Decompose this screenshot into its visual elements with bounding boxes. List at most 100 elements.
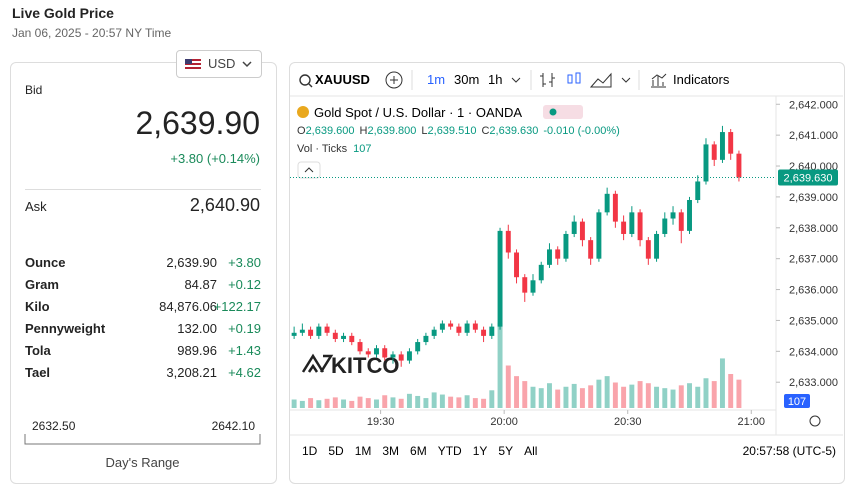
range-button[interactable]: 3M: [382, 444, 399, 458]
candle-body: [382, 348, 388, 358]
volume-bar: [316, 400, 322, 408]
chevron[interactable]: [511, 77, 521, 83]
candle-body: [645, 240, 651, 259]
candle-body: [398, 354, 404, 361]
unit-change: +0.12: [228, 277, 261, 292]
volume-bar: [645, 383, 651, 408]
volume-bar: [555, 389, 561, 408]
volume-tag: [784, 394, 810, 408]
candle-body: [670, 212, 676, 219]
unit-value: 84.87: [184, 277, 217, 292]
add-button[interactable]: [385, 71, 403, 89]
range-button[interactable]: 5D: [328, 444, 344, 458]
y-tick-label: 2,634.000: [789, 346, 838, 358]
candle-body: [538, 264, 544, 281]
candle-body: [555, 249, 561, 259]
candle-body: [299, 329, 305, 333]
candle-body: [448, 323, 454, 327]
volume-bar: [571, 383, 577, 408]
range-button[interactable]: 6M: [410, 444, 427, 458]
candle-body: [719, 132, 725, 160]
unit-name: Gram: [25, 277, 59, 292]
volume-bar: [439, 394, 445, 408]
interval[interactable]: 30m: [454, 72, 479, 87]
chart: XAUUSD 1m 30m 1h Indicators Gold Spot / …: [290, 70, 843, 458]
volume-bar: [481, 398, 487, 408]
x-tick-label: 20:00: [490, 416, 518, 428]
unit-change: +122.17: [213, 299, 261, 314]
candle-body: [703, 144, 709, 182]
volume-bar: [299, 400, 305, 408]
collapse-button[interactable]: [297, 161, 321, 179]
unit-value: 989.96: [177, 343, 217, 358]
volume-bar: [719, 358, 725, 408]
volume-bar: [324, 398, 330, 408]
x-tick-label: 19:30: [367, 416, 395, 428]
unit-name: Kilo: [25, 299, 50, 314]
last-price-tag: [778, 169, 838, 186]
candle-body: [629, 212, 635, 234]
volume-bar: [629, 384, 635, 408]
volume-bar: [530, 386, 536, 408]
volume-bar: [357, 396, 363, 408]
candle-body: [390, 354, 396, 358]
volume-bar: [514, 376, 519, 408]
volume-tag-label: 107: [788, 396, 806, 408]
interval[interactable]: 1h: [488, 72, 502, 87]
x-tick-label: 21:00: [738, 416, 766, 428]
volume-bar: [497, 323, 503, 408]
volume-bar: [612, 382, 618, 408]
interval[interactable]: 1m: [427, 72, 445, 87]
bars-icon[interactable]: [540, 73, 555, 87]
currency-select[interactable]: USD: [176, 50, 262, 78]
candle-body: [439, 323, 445, 330]
candle-icon[interactable]: [567, 74, 573, 84]
status-badge: [543, 105, 583, 119]
candle-body: [341, 335, 347, 339]
candle-body: [332, 332, 338, 339]
volume-bar: [522, 381, 528, 408]
candle-body: [481, 329, 487, 336]
settings-icon[interactable]: [809, 415, 821, 427]
indicators[interactable]: Indicators: [673, 72, 730, 87]
bid-label: Bid: [25, 83, 43, 97]
volume-bar: [374, 399, 379, 408]
volume-bar: [415, 395, 421, 408]
volume-bar: [291, 399, 297, 408]
candle-body: [324, 326, 330, 333]
range-button[interactable]: 1Y: [473, 444, 488, 458]
divider: [25, 189, 261, 190]
candle-body: [406, 351, 412, 361]
volume-bar: [398, 398, 404, 408]
candle-body: [415, 342, 421, 352]
bid: 2,639.90: [135, 105, 260, 141]
candle-body: [291, 332, 297, 336]
candle-body: [596, 212, 602, 259]
flag: [185, 59, 201, 69]
candle-body: [505, 230, 511, 253]
candle-body: [431, 329, 437, 336]
volume-bar: [736, 379, 742, 408]
range-button[interactable]: 5Y: [498, 444, 513, 458]
unit-value: 84,876.06: [159, 299, 217, 314]
candle-body: [472, 323, 478, 330]
range-button[interactable]: 1M: [355, 444, 372, 458]
area-icon[interactable]: [589, 72, 612, 88]
candle-body: [621, 221, 627, 234]
candle-body: [654, 233, 660, 259]
unit-value: 2,639.90: [166, 255, 217, 270]
range-button[interactable]: All: [524, 444, 537, 458]
range-button[interactable]: 1D: [302, 444, 318, 458]
unit-change: +3.80: [228, 255, 261, 270]
range-label: Day's Range: [105, 455, 180, 470]
ohlc-value: 2,639.600: [306, 125, 355, 137]
page: Live Gold Price Jan 06, 2025 - 20:57 NY …: [10, 5, 845, 484]
range-button[interactable]: YTD: [438, 444, 462, 458]
ohlc-key: C: [481, 125, 489, 137]
unit-name: Tola: [25, 343, 51, 358]
indicators-icon[interactable]: [651, 73, 667, 88]
chevron[interactable]: [621, 77, 631, 83]
currency: USD: [208, 56, 236, 71]
clock: 20:57:58 (UTC-5): [743, 444, 836, 458]
volume-bar: [637, 381, 643, 408]
